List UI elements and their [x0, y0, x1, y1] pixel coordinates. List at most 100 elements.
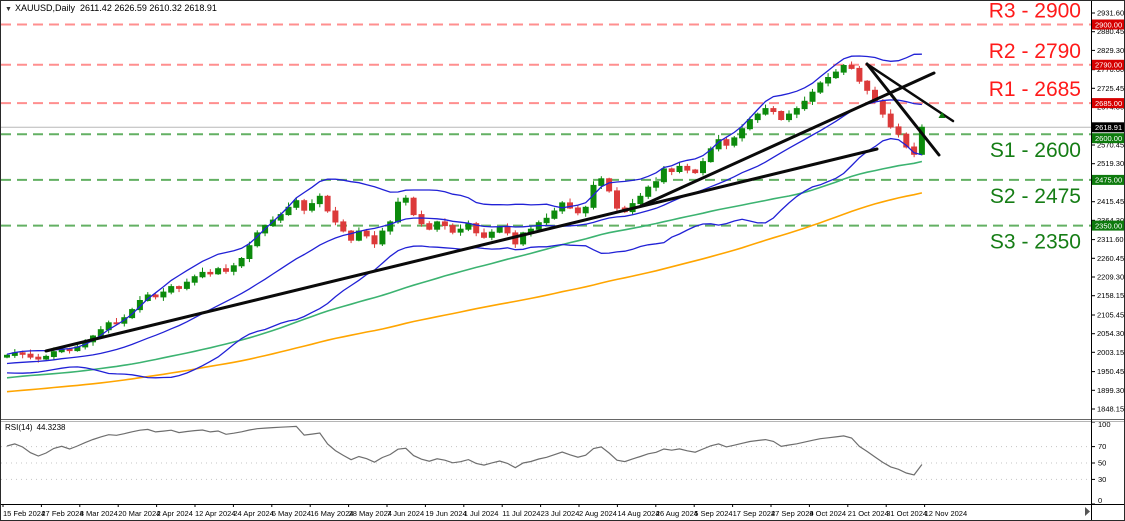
- candle-up: [136, 300, 143, 311]
- time-axis-label: 28 May 2024: [349, 509, 392, 518]
- collapse-ohlc-icon[interactable]: ▼: [5, 6, 12, 13]
- candle-up: [144, 294, 151, 301]
- price-badge-label: 2685.00: [1095, 99, 1122, 108]
- sr-price-badge: [1092, 98, 1124, 109]
- candle-up: [543, 217, 550, 224]
- sr-label: R2 - 2790: [989, 40, 1081, 63]
- time-axis-label: 12 Apr 2024: [195, 509, 235, 518]
- candle-down: [340, 221, 347, 232]
- sr-label: R1 - 2685: [989, 78, 1081, 101]
- price-badge-label: 2790.00: [1095, 61, 1122, 70]
- trendline[interactable]: [865, 62, 955, 123]
- candle-down: [176, 286, 182, 289]
- candle-down: [606, 178, 613, 192]
- candle-up: [316, 195, 323, 205]
- candle-down: [301, 200, 308, 211]
- candle-up: [215, 268, 222, 275]
- candle-down: [426, 223, 433, 230]
- candle-down: [410, 197, 417, 216]
- time-axis-label: 6 May 2024: [272, 509, 311, 518]
- candle-down: [449, 225, 456, 233]
- time-axis-label: 17 Sep 2024: [733, 509, 776, 518]
- sma-green-line: [6, 160, 923, 379]
- rsi-scale-label: 50: [1098, 459, 1106, 468]
- price-tick-label: 2415.45: [1097, 197, 1124, 206]
- candle-up: [840, 65, 847, 73]
- time-axis-label: 15 Feb 2024: [3, 509, 45, 518]
- rsi-pane[interactable]: [1, 425, 1091, 480]
- price-tick-label: 2829.30: [1097, 46, 1124, 55]
- candle-up: [786, 113, 792, 121]
- sr-price-badge: [1092, 19, 1124, 30]
- candle-down: [574, 207, 581, 214]
- time-axis-label: 9 Oct 2024: [809, 509, 846, 518]
- candle-up: [739, 128, 746, 139]
- candle-up: [520, 232, 527, 245]
- trendline[interactable]: [639, 71, 936, 208]
- candle-up: [488, 231, 495, 238]
- rsi-line: [6, 425, 923, 476]
- candle-up: [598, 178, 605, 186]
- candle-down: [895, 126, 902, 135]
- sr-price-badge: [1092, 174, 1124, 185]
- rsi-scale-label: 100: [1098, 420, 1111, 429]
- candle-up: [653, 181, 660, 188]
- time-axis-label: 7 Jun 2024: [387, 509, 424, 518]
- candle-down: [35, 356, 42, 360]
- up-arrow-marker: [938, 112, 946, 118]
- candle-up: [676, 165, 683, 172]
- price-tick-label: 1899.30: [1097, 386, 1124, 395]
- candle-up: [269, 219, 276, 227]
- sr-price-badge: [1092, 59, 1124, 70]
- candle-down: [723, 139, 730, 146]
- time-axis-label: 20 Mar 2024: [118, 509, 160, 518]
- trendlines: [44, 62, 955, 353]
- scroll-to-end-icon[interactable]: [1085, 507, 1090, 516]
- rsi-indicator-label: RSI(14) 44.3238: [5, 423, 65, 432]
- candle-up: [754, 113, 761, 121]
- time-axis-label: 23 Jul 2024: [541, 509, 580, 518]
- time-axis-label: 12 Nov 2024: [925, 509, 968, 518]
- candle-down: [614, 190, 620, 209]
- price-tick-label: 2209.30: [1097, 273, 1124, 282]
- candle-down: [481, 232, 487, 238]
- price-tick-label: 2260.45: [1097, 254, 1124, 263]
- candle-down: [19, 352, 26, 355]
- candle-down: [903, 133, 910, 148]
- candle-down: [668, 168, 675, 172]
- price-axis[interactable]: 10070503002931.602880.452829.302776.6027…: [1092, 9, 1125, 506]
- time-axis-label: 14 Aug 2024: [617, 509, 659, 518]
- candle-up: [402, 197, 409, 203]
- candle-up: [700, 161, 706, 174]
- price-tick-label: 2931.60: [1097, 9, 1124, 18]
- candle-up: [379, 230, 386, 245]
- candle-down: [879, 100, 886, 115]
- price-tick-label: 2570.45: [1097, 141, 1124, 150]
- sr-price-badge: [1092, 133, 1124, 144]
- candle-down: [371, 235, 378, 245]
- candle-up: [762, 108, 769, 115]
- sr-price-badge: [1092, 220, 1124, 231]
- time-axis-label: 31 Oct 2024: [886, 509, 927, 518]
- price-tick-label: 2105.45: [1097, 310, 1124, 319]
- candle-up: [746, 119, 753, 130]
- candle-up: [387, 221, 394, 232]
- candle-down: [887, 113, 894, 128]
- price-tick-label: 2519.30: [1097, 159, 1124, 168]
- trendline[interactable]: [44, 147, 879, 353]
- candle-down: [864, 80, 871, 91]
- candle-down: [770, 108, 777, 112]
- sr-label: S3 - 2350: [990, 231, 1081, 254]
- price-tick-label: 2880.45: [1097, 27, 1124, 36]
- time-axis-label: 26 Aug 2024: [656, 509, 698, 518]
- trendline[interactable]: [865, 62, 941, 157]
- price-badge-label: 2350.00: [1095, 221, 1122, 230]
- candle-up: [230, 265, 237, 272]
- candle-up: [645, 186, 652, 197]
- candle-up: [457, 228, 464, 233]
- candle-up: [160, 291, 167, 298]
- candle-up: [50, 351, 57, 358]
- current-price-badge: [1092, 122, 1124, 133]
